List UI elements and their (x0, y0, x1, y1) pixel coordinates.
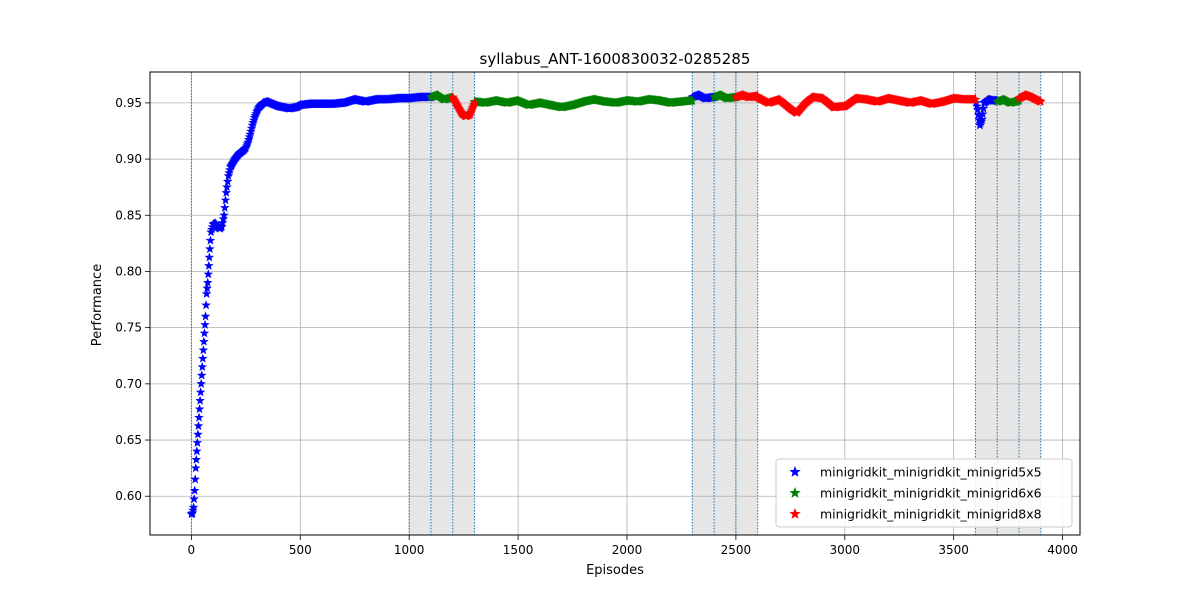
data-point (199, 328, 210, 338)
scatter-series (186, 90, 1046, 519)
data-point (220, 202, 230, 212)
data-point (196, 370, 207, 380)
data-point (970, 94, 981, 104)
data-point (217, 217, 228, 227)
data-point (195, 395, 205, 405)
legend-label: minigridkit_minigridkit_minigrid5x5 (820, 465, 1042, 480)
data-point (200, 319, 210, 329)
legend-marker (789, 466, 801, 477)
data-point (197, 361, 208, 372)
data-point (222, 182, 232, 192)
data-point (198, 353, 208, 363)
x-tick-label: 3000 (830, 543, 861, 557)
data-point (201, 300, 211, 310)
data-point (978, 103, 989, 113)
data-point (196, 378, 206, 388)
data-point (188, 502, 199, 512)
data-point (192, 437, 203, 447)
curriculum-boundary-lines (190, 72, 1042, 535)
data-point (203, 269, 214, 279)
x-tick-label: 0 (188, 543, 196, 557)
series-minigridkit_minigridkit_minigrid8x8 (447, 90, 1046, 121)
x-axis-label: Episodes (586, 563, 644, 578)
data-point (192, 446, 202, 456)
y-axis-label: Performance (90, 264, 105, 346)
y-tick-label: 0.60 (115, 489, 142, 503)
data-point (195, 387, 206, 397)
series-minigridkit_minigridkit_minigrid5x5 (186, 90, 1002, 519)
data-point (193, 420, 204, 431)
data-point (972, 104, 983, 114)
data-point (202, 283, 212, 293)
data-point (194, 404, 205, 414)
data-point (189, 485, 200, 495)
y-axis-ticks: 0.60 0.65 0.70 0.75 0.80 0.85 0.90 0.95 (115, 96, 150, 503)
shaded-region (692, 72, 758, 535)
shaded-region (975, 72, 1041, 535)
data-point (204, 252, 215, 262)
y-tick-label: 0.65 (115, 433, 142, 447)
data-point (977, 114, 987, 124)
legend-label: minigridkit_minigridkit_minigrid6x6 (820, 486, 1042, 501)
data-point (221, 187, 231, 197)
y-tick-label: 0.70 (115, 377, 142, 391)
data-point (204, 260, 214, 270)
data-point (190, 463, 201, 473)
shaded-regions (409, 72, 1041, 535)
legend-marker (789, 508, 801, 519)
x-tick-label: 1000 (394, 543, 425, 557)
data-point (200, 311, 211, 321)
x-tick-label: 2000 (612, 543, 643, 557)
data-point (973, 109, 984, 119)
data-point (191, 454, 202, 464)
data-point (220, 195, 231, 205)
data-point (218, 214, 229, 224)
data-point (222, 176, 233, 186)
x-tick-label: 500 (289, 543, 312, 557)
data-point (977, 109, 988, 119)
shaded-region (409, 72, 475, 535)
legend-box (775, 458, 1073, 528)
data-point (219, 210, 229, 220)
x-tick-label: 1500 (503, 543, 534, 557)
data-point (190, 474, 200, 484)
y-tick-label: 0.80 (115, 264, 142, 278)
legend-marker (789, 487, 801, 498)
x-tick-label: 4000 (1047, 543, 1078, 557)
data-point (469, 97, 480, 107)
x-axis-ticks: 0 500 1000 1500 2000 2500 3000 3500 4000 (188, 535, 1078, 557)
data-point (205, 244, 215, 254)
x-tick-label: 2500 (721, 543, 752, 557)
data-point (194, 412, 204, 422)
data-point (972, 101, 982, 111)
data-point (1036, 96, 1046, 106)
y-tick-label: 0.95 (115, 96, 142, 110)
series-minigridkit_minigridkit_minigrid6x6 (426, 90, 1024, 112)
legend: minigridkit_minigridkit_minigrid5x5minig… (775, 458, 1073, 528)
data-point (198, 345, 209, 355)
y-tick-label: 0.75 (115, 321, 142, 335)
data-point (205, 235, 216, 245)
data-point (199, 336, 209, 346)
legend-label: minigridkit_minigridkit_minigrid8x8 (820, 507, 1042, 522)
data-point (217, 221, 227, 231)
y-tick-label: 0.90 (115, 152, 142, 166)
data-point (687, 95, 698, 105)
x-tick-label: 3500 (938, 543, 969, 557)
data-point (201, 288, 212, 298)
plot-frame (149, 71, 1081, 536)
grid (150, 72, 1080, 535)
y-tick-label: 0.85 (115, 208, 142, 222)
data-point (193, 429, 203, 439)
data-point (202, 277, 213, 287)
data-point (189, 494, 199, 504)
chart-title: syllabus_ANT-1600830032-0285285 (480, 50, 751, 69)
